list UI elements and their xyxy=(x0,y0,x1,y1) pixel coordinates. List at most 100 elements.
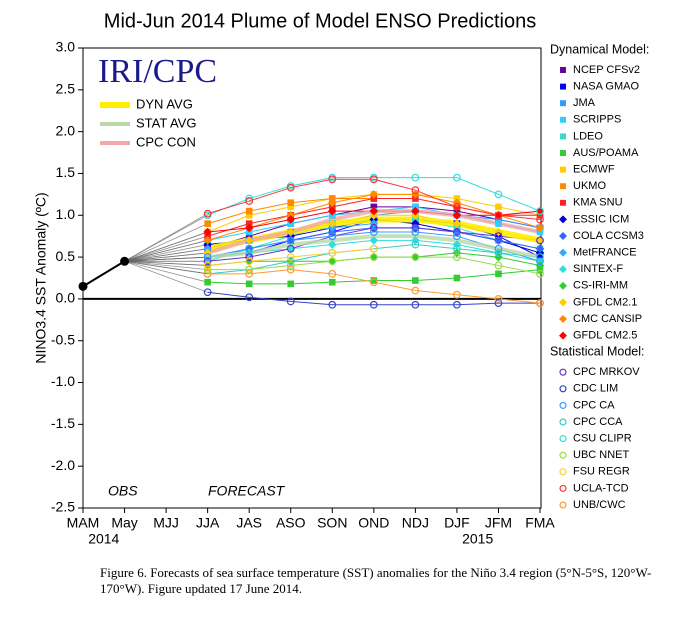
marker xyxy=(494,190,503,199)
y-tick-label: -1.5 xyxy=(51,415,75,431)
legend-label: NCEP CFSv2 xyxy=(573,64,640,76)
legend-label: AUS/POAMA xyxy=(573,147,639,159)
marker xyxy=(203,227,212,237)
caption: Figure 6. Forecasts of sea surface tempe… xyxy=(100,565,652,596)
marker xyxy=(560,100,566,107)
legend-label: DYN AVG xyxy=(136,96,193,111)
y-tick-label: 0.5 xyxy=(56,248,76,264)
legend-label: SCRIPPS xyxy=(573,114,621,126)
legend-label: UNB/CWC xyxy=(573,499,626,511)
legend-label: JMA xyxy=(573,97,596,109)
marker xyxy=(453,232,461,241)
x-tick-label: MJJ xyxy=(153,515,179,531)
model-line xyxy=(207,178,541,220)
marker xyxy=(203,209,212,218)
marker xyxy=(536,269,544,278)
connector xyxy=(124,260,208,283)
logo: IRI/CPC xyxy=(98,53,217,90)
legend-heading: Statistical Model: xyxy=(550,344,644,358)
marker xyxy=(203,257,212,266)
marker xyxy=(328,232,337,241)
y-tick-label: -0.5 xyxy=(51,331,75,347)
marker xyxy=(328,257,337,266)
marker xyxy=(203,261,212,270)
marker xyxy=(245,280,253,288)
marker xyxy=(411,186,420,195)
marker xyxy=(494,299,503,307)
marker xyxy=(286,183,295,192)
legend-label: ECMWF xyxy=(573,164,615,176)
marker xyxy=(245,194,254,203)
marker xyxy=(535,236,545,245)
marker xyxy=(286,215,296,224)
marker xyxy=(203,248,212,258)
marker xyxy=(287,199,295,207)
marker xyxy=(452,240,462,249)
marker xyxy=(494,249,503,257)
y-tick-label: 2.0 xyxy=(56,122,76,138)
marker xyxy=(559,368,567,376)
marker xyxy=(494,236,503,245)
marker xyxy=(203,265,212,274)
marker xyxy=(560,183,566,190)
marker xyxy=(560,133,566,140)
marker xyxy=(536,215,544,224)
marker xyxy=(328,300,337,309)
y-tick-label: 3.0 xyxy=(56,39,76,55)
marker xyxy=(203,261,212,270)
marker xyxy=(369,278,378,287)
marker xyxy=(245,207,253,215)
connector xyxy=(124,256,208,262)
marker xyxy=(559,248,567,257)
legend-label: CPC MRKOV xyxy=(573,366,640,378)
marker xyxy=(369,219,379,228)
marker xyxy=(369,300,378,309)
legend-label: UKMO xyxy=(573,180,606,192)
marker xyxy=(369,206,379,216)
marker xyxy=(369,190,379,199)
marker xyxy=(559,451,567,459)
connector xyxy=(124,239,208,262)
x-tick-label: OND xyxy=(358,515,389,531)
marker xyxy=(245,197,254,205)
marker xyxy=(559,298,567,307)
observed-line xyxy=(82,260,126,288)
marker xyxy=(494,232,503,241)
marker xyxy=(559,215,567,224)
marker xyxy=(286,236,296,245)
marker xyxy=(327,198,337,208)
plot-frame xyxy=(82,47,542,509)
connector xyxy=(124,260,208,293)
marker xyxy=(559,315,567,323)
marker xyxy=(453,253,461,261)
marker xyxy=(204,220,211,227)
x-tick-label: MAM xyxy=(67,515,100,531)
connector xyxy=(124,235,208,262)
marker xyxy=(204,278,211,286)
model-line xyxy=(207,291,540,306)
observed-point xyxy=(120,256,130,266)
marker xyxy=(453,244,461,253)
x-tick-label: DJF xyxy=(444,515,470,531)
marker xyxy=(494,252,503,262)
marker xyxy=(369,223,378,232)
legend-label: LDEO xyxy=(573,130,603,142)
year-label: 2014 xyxy=(88,531,119,547)
marker xyxy=(328,175,337,184)
marker xyxy=(328,269,337,278)
marker xyxy=(327,219,337,228)
marker xyxy=(411,236,420,245)
legend-label: ESSIC ICM xyxy=(573,213,629,225)
marker xyxy=(203,269,212,278)
marker xyxy=(328,278,336,286)
marker xyxy=(245,265,254,274)
marker xyxy=(452,219,462,228)
legend-label: STAT AVG xyxy=(136,115,196,130)
marker xyxy=(245,211,253,219)
legend-label: MetFRANCE xyxy=(573,247,637,259)
y-tick-label: 2.5 xyxy=(56,81,76,97)
obs-label: OBS xyxy=(108,483,138,499)
marker xyxy=(453,173,461,182)
